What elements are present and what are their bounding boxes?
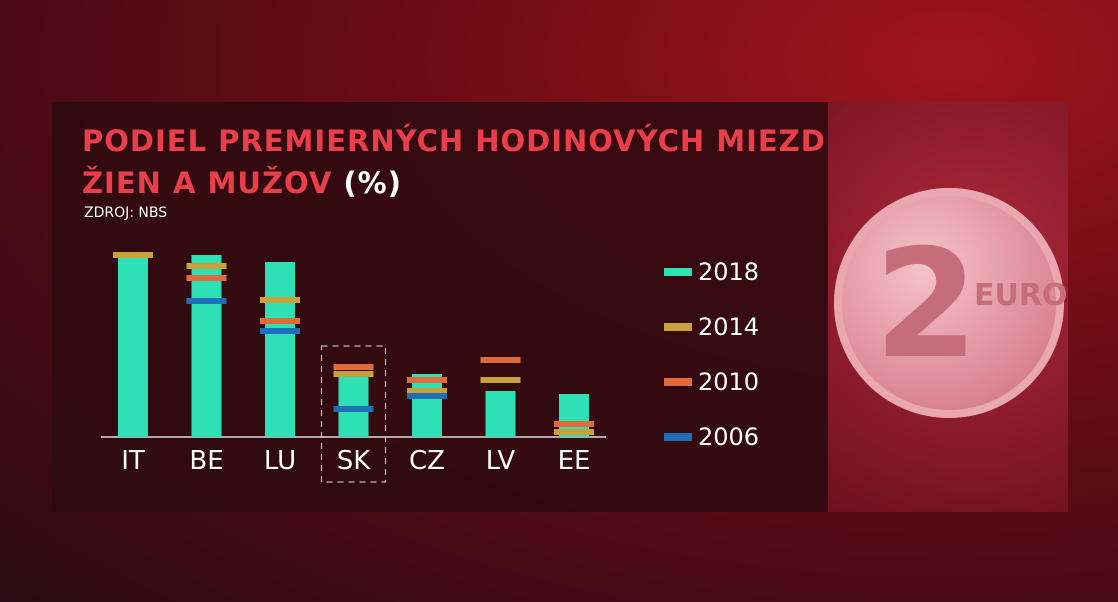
marker-SK-2010 (333, 364, 374, 370)
tick-label-BE: BE (189, 446, 223, 476)
marker-LU-2006 (260, 328, 300, 334)
bar-BE-2018 (191, 255, 222, 437)
legend-item-2006: 2006 (664, 423, 759, 451)
marker-CZ-2006 (407, 393, 447, 399)
marker-BE-2006 (186, 298, 227, 304)
title-unit: (%) (343, 166, 402, 200)
legend-label: 2010 (698, 368, 760, 396)
bar-IT-2018 (118, 252, 148, 437)
chart-title-line1: PODIEL PREMIERNÝCH HODINOVÝCH MIEZD (82, 124, 826, 158)
marker-BE-2010 (186, 275, 227, 281)
legend-item-2010: 2010 (664, 368, 759, 396)
coin-icon: 2 EURO (834, 188, 1068, 418)
chart-panel (52, 102, 828, 512)
bar-LU-2018 (265, 262, 295, 437)
marker-IT-2014 (113, 252, 153, 258)
tick-label-LV: LV (486, 446, 516, 476)
legend-label: 2014 (698, 313, 760, 341)
source: ZDROJ: NBS (84, 205, 168, 221)
legend-swatch (664, 268, 692, 276)
marker-LV-2014 (480, 377, 521, 383)
tick-label-LU: LU (264, 446, 296, 476)
legend-swatch (664, 378, 692, 386)
legend-swatch (664, 433, 692, 441)
bar-LV-2018 (485, 391, 516, 437)
marker-LU-2014 (260, 297, 300, 303)
marker-EE-2014 (554, 429, 594, 435)
legend-swatch (664, 323, 692, 331)
coin-value: 2 (874, 218, 979, 392)
highlight-box (320, 345, 387, 483)
legend-item-2018: 2018 (664, 258, 759, 286)
title-text: ŽIEN A MUŽOV (82, 166, 333, 200)
marker-CZ-2014 (407, 388, 447, 394)
marker-EE-2010 (554, 421, 594, 427)
tick-label-CZ: CZ (409, 446, 445, 476)
coin-text: EURO (974, 278, 1068, 313)
legend-label: 2006 (698, 423, 760, 451)
legend-label: 2018 (698, 258, 760, 286)
legend-item-2014: 2014 (664, 313, 759, 341)
marker-LV-2010 (480, 357, 521, 363)
marker-LU-2010 (260, 318, 300, 324)
marker-SK-2006 (333, 406, 374, 412)
chart-title-line2: ŽIEN A MUŽOV (%) (82, 166, 402, 200)
euro-coin-photo: 2 EURO (828, 102, 1068, 512)
marker-CZ-2010 (407, 377, 447, 383)
marker-SK-2014 (333, 371, 374, 377)
marker-BE-2014 (186, 263, 227, 269)
tick-label-IT: IT (121, 446, 145, 476)
tick-label-EE: EE (558, 446, 591, 476)
tick-label-SK: SK (337, 446, 372, 476)
bar-CZ-2018 (412, 374, 442, 437)
